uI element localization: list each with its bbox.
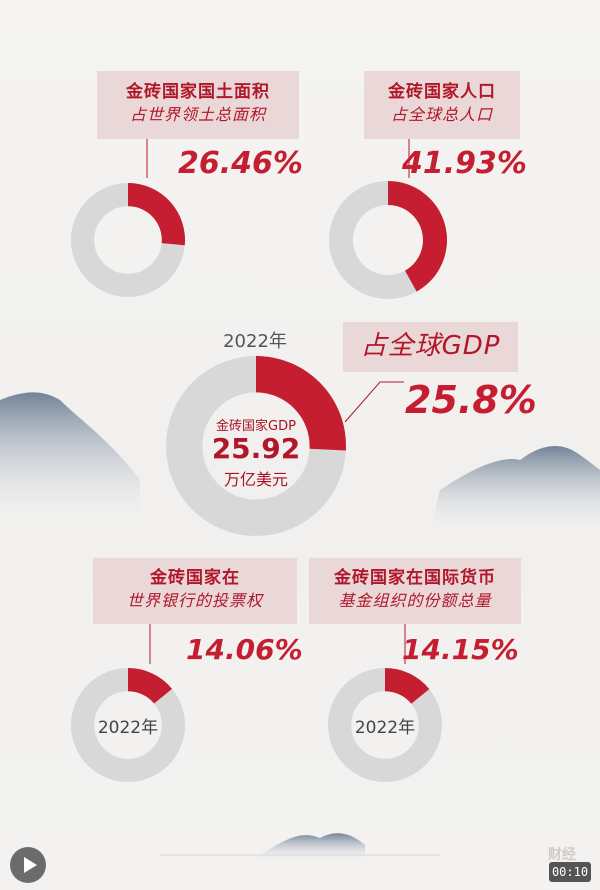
donut-chart-world-bank	[70, 667, 186, 783]
watermark-logo: 财经	[548, 847, 576, 863]
donut-slice-value	[128, 668, 173, 704]
value-label: 14.15%	[402, 633, 519, 666]
play-icon[interactable]	[10, 847, 46, 883]
card-title-line1: 金砖国家在	[150, 568, 240, 588]
card-title-line2: 占全球总人口	[390, 104, 493, 124]
donut-slice-value	[256, 356, 346, 451]
video-timer: 00:10	[549, 862, 591, 882]
card-title-line1: 金砖国家在国际货币	[334, 568, 496, 588]
donut-slice-value	[385, 668, 430, 704]
card-land-area: 金砖国家国土面积 占世界领土总面积	[97, 71, 299, 139]
value-label: 14.06%	[186, 633, 303, 666]
card-title-line2: 基金组织的份额总量	[338, 590, 492, 610]
donut-chart-imf	[327, 667, 443, 783]
gdp-center-label: 金砖国家GDP	[216, 419, 296, 434]
gdp-center-unit: 万亿美元	[223, 470, 288, 489]
card-title-line1: 金砖国家人口	[388, 82, 496, 102]
donut-chart-population	[329, 181, 447, 299]
donut-chart-land	[70, 182, 186, 298]
donut-chart-gdp	[165, 355, 347, 537]
card-title-line1: 金砖国家国土面积	[126, 82, 270, 102]
ring-year-label: 2022年	[97, 718, 159, 738]
card-gdp: 占全球GDP	[343, 322, 518, 372]
value-label: 41.93%	[402, 146, 527, 181]
card-imf: 金砖国家在国际货币 基金组织的份额总量	[309, 558, 521, 624]
gdp-center-value: 25.92	[211, 432, 301, 465]
card-title-line1: 占全球GDP	[360, 331, 501, 361]
ring-year-label: 2022年	[354, 718, 416, 738]
card-title-line2: 占世界领土总面积	[129, 104, 266, 124]
card-population: 金砖国家人口 占全球总人口	[364, 71, 520, 139]
card-title-line2: 世界银行的投票权	[126, 590, 263, 610]
card-world-bank: 金砖国家在 世界银行的投票权	[93, 558, 297, 624]
value-label: 26.46%	[178, 146, 303, 181]
donut-slice-value	[388, 181, 447, 292]
gdp-year: 2022年	[223, 331, 287, 352]
donut-slice-value	[128, 183, 185, 246]
value-label: 25.8%	[405, 378, 537, 422]
